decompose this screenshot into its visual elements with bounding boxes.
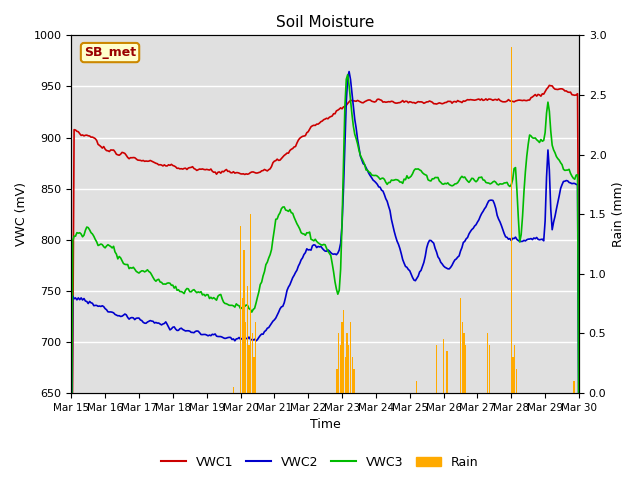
Bar	[573, 381, 575, 393]
Bar	[446, 351, 447, 393]
Bar	[248, 346, 250, 393]
Bar	[338, 334, 339, 393]
Bar	[463, 334, 465, 393]
Bar	[346, 334, 348, 393]
Bar	[351, 357, 353, 393]
Bar	[343, 310, 344, 393]
Bar	[514, 346, 515, 393]
Text: SB_met: SB_met	[84, 46, 136, 59]
Bar	[250, 214, 252, 393]
Bar	[246, 286, 248, 393]
Bar	[243, 250, 244, 393]
Bar	[341, 322, 343, 393]
Bar	[511, 47, 512, 393]
Bar	[443, 339, 444, 393]
Bar	[512, 357, 514, 393]
Bar	[255, 322, 257, 393]
Bar	[252, 334, 253, 393]
Bar	[233, 387, 234, 393]
Bar	[416, 381, 417, 393]
Bar	[461, 322, 463, 393]
Bar	[240, 226, 241, 393]
Bar	[487, 334, 488, 393]
Bar	[516, 369, 517, 393]
Bar	[245, 322, 246, 393]
Y-axis label: VWC (mV): VWC (mV)	[15, 182, 28, 246]
Bar	[350, 322, 351, 393]
Bar	[345, 357, 346, 393]
Bar	[348, 346, 349, 393]
Bar	[488, 346, 490, 393]
Title: Soil Moisture: Soil Moisture	[276, 15, 374, 30]
Bar	[241, 298, 243, 393]
Bar	[253, 357, 255, 393]
X-axis label: Time: Time	[310, 419, 340, 432]
Bar	[465, 346, 467, 393]
Bar	[436, 346, 438, 393]
Bar	[340, 346, 341, 393]
Bar	[336, 369, 338, 393]
Legend: VWC1, VWC2, VWC3, Rain: VWC1, VWC2, VWC3, Rain	[156, 451, 484, 474]
Y-axis label: Rain (mm): Rain (mm)	[612, 181, 625, 247]
Bar	[353, 369, 355, 393]
Bar	[460, 298, 461, 393]
